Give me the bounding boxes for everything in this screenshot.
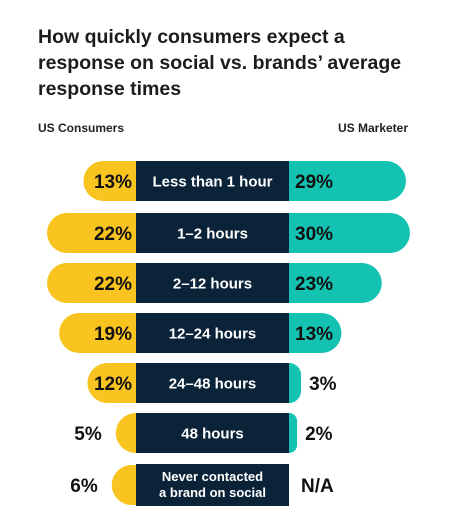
category-label: 1–2 hours	[177, 226, 248, 243]
category-box	[136, 263, 289, 303]
consumers-value-label: 6%	[70, 476, 98, 497]
category-label: 48 hours	[181, 426, 244, 443]
consumers-value-label: 5%	[74, 424, 102, 445]
marketer-value-label: 29%	[295, 172, 333, 193]
category-box	[136, 213, 289, 253]
marketer-bar	[269, 161, 406, 201]
consumers-value-label: 22%	[94, 224, 132, 245]
consumers-bar	[47, 263, 156, 303]
category-box	[136, 413, 289, 453]
category-box	[136, 464, 289, 506]
marketer-value-label: 2%	[305, 424, 333, 445]
consumers-bar	[47, 213, 156, 253]
marketer-bar	[269, 213, 410, 253]
marketer-value-label: 13%	[295, 324, 333, 345]
marketer-bar	[269, 263, 382, 303]
category-box	[136, 363, 289, 403]
category-label: 12–24 hours	[169, 326, 257, 343]
legend-consumers: US Consumers	[38, 121, 125, 135]
category-box	[136, 161, 289, 201]
category-box	[136, 313, 289, 353]
marketer-value-label: 30%	[295, 224, 333, 245]
consumers-value-label: 13%	[94, 172, 132, 193]
category-label: 2–12 hours	[173, 276, 252, 293]
category-label: 24–48 hours	[169, 376, 257, 393]
consumers-value-label: 22%	[94, 274, 132, 295]
marketer-value-label: 23%	[295, 274, 333, 295]
consumers-bar	[59, 313, 156, 353]
legend-marketer: US Marketer	[337, 121, 408, 135]
chart-title: How quickly consumers expect a response …	[38, 26, 402, 100]
marketer-value-label: N/A	[301, 476, 334, 497]
marketer-value-label: 3%	[309, 374, 337, 395]
category-label: Less than 1 hour	[152, 174, 272, 191]
category-label: Never contacted a brand on social	[159, 469, 266, 500]
consumers-value-label: 19%	[94, 324, 132, 345]
consumers-value-label: 12%	[94, 374, 132, 395]
